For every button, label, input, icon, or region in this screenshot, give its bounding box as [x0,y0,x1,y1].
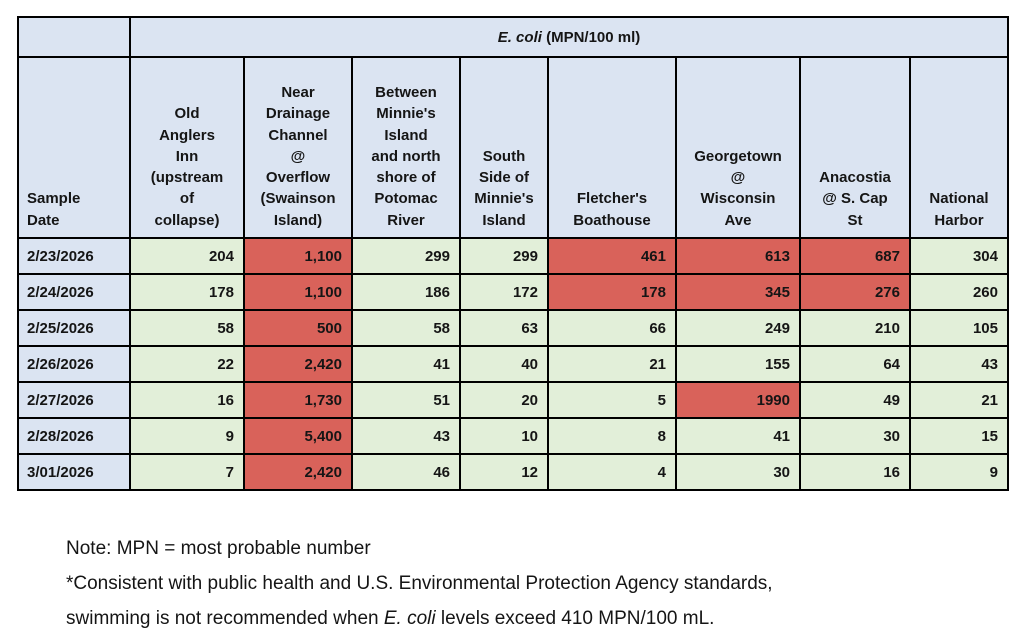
table-row: 2/26/2026 22 2,420 41 40 21 155 64 43 [17,345,1009,383]
unit-header-row: E. coli (MPN/100 ml) [17,16,1009,58]
footnote-line-1: Note: MPN = most probable number [66,538,371,559]
value-cell: 64 [799,345,911,383]
value-cell-exceedance: 687 [799,237,911,275]
value-cell-exceedance: 1,730 [243,381,353,419]
value-cell-exceedance: 2,420 [243,345,353,383]
value-cell-exceedance: 613 [675,237,801,275]
value-cell: 43 [351,417,461,455]
sample-date-cell: 2/25/2026 [17,309,131,347]
unit-header-units: (MPN/100 ml) [541,28,641,46]
value-cell: 21 [547,345,677,383]
value-cell: 43 [909,345,1009,383]
value-cell-exceedance: 5,400 [243,417,353,455]
table-row: 2/27/2026 16 1,730 51 20 5 1990 49 21 [17,381,1009,419]
value-cell: 12 [459,453,549,491]
value-cell: 210 [799,309,911,347]
footnote-line-3: swimming is not recommended when E. coli… [66,601,773,635]
value-cell: 299 [459,237,549,275]
value-cell: 58 [129,309,245,347]
table-row: 2/25/2026 58 500 58 63 66 249 210 105 [17,309,1009,347]
value-cell: 5 [547,381,677,419]
footnote-line-3-prefix: swimming is not recommended when [66,608,384,629]
footnotes: Note: MPN = most probable number *Consis… [66,531,773,635]
value-cell: 30 [799,417,911,455]
value-cell-exceedance: 2,420 [243,453,353,491]
value-cell: 51 [351,381,461,419]
location-header-6: Anacostia @ S. Cap St [799,56,911,239]
sample-date-cell: 2/28/2026 [17,417,131,455]
sample-date-header: Sample Date [17,56,131,239]
value-cell: 41 [351,345,461,383]
corner-empty-cell [17,16,131,58]
value-cell-exceedance: 1,100 [243,273,353,311]
value-cell: 4 [547,453,677,491]
footnote-line-3-suffix: levels exceed 410 MPN/100 mL. [435,608,715,629]
unit-header-cell: E. coli (MPN/100 ml) [129,16,1009,58]
table-row: 3/01/2026 7 2,420 46 12 4 30 16 9 [17,453,1009,491]
value-cell: 10 [459,417,549,455]
location-header-5: Georgetown @ Wisconsin Ave [675,56,801,239]
location-header-4: Fletcher's Boathouse [547,56,677,239]
value-cell-exceedance: 500 [243,309,353,347]
value-cell: 22 [129,345,245,383]
value-cell: 304 [909,237,1009,275]
value-cell: 172 [459,273,549,311]
value-cell: 49 [799,381,911,419]
footnote-line-3-species: E. coli [383,608,436,629]
value-cell: 105 [909,309,1009,347]
value-cell: 9 [909,453,1009,491]
value-cell: 30 [675,453,801,491]
location-header-3: South Side of Minnie's Island [459,56,549,239]
value-cell-exceedance: 1990 [675,381,801,419]
table-row: 2/24/2026 178 1,100 186 172 178 345 276 260 [17,273,1009,311]
value-cell: 16 [799,453,911,491]
value-cell: 7 [129,453,245,491]
value-cell-exceedance: 1,100 [243,237,353,275]
value-cell: 63 [459,309,549,347]
value-cell-exceedance: 461 [547,237,677,275]
value-cell: 204 [129,237,245,275]
ecoli-table: E. coli (MPN/100 ml) Sample Date Old Ang… [17,16,1009,491]
value-cell: 58 [351,309,461,347]
footnote-line-2: *Consistent with public health and U.S. … [66,573,773,594]
sample-date-cell: 2/23/2026 [17,237,131,275]
value-cell: 8 [547,417,677,455]
value-cell: 15 [909,417,1009,455]
location-header-2: Between Minnie's Island and north shore … [351,56,461,239]
value-cell: 16 [129,381,245,419]
sample-date-cell: 2/24/2026 [17,273,131,311]
value-cell: 155 [675,345,801,383]
table-row: 2/23/2026 204 1,100 299 299 461 613 687 304 [17,237,1009,275]
value-cell: 186 [351,273,461,311]
value-cell: 21 [909,381,1009,419]
location-header-1: Near Drainage Channel @ Overflow (Swains… [243,56,353,239]
value-cell: 46 [351,453,461,491]
value-cell: 66 [547,309,677,347]
value-cell-exceedance: 345 [675,273,801,311]
value-cell: 249 [675,309,801,347]
value-cell: 260 [909,273,1009,311]
table-row: 2/28/2026 9 5,400 43 10 8 41 30 15 [17,417,1009,455]
value-cell: 41 [675,417,801,455]
sample-date-cell: 2/27/2026 [17,381,131,419]
column-header-row: Sample Date Old Anglers Inn (upstream of… [17,56,1009,239]
value-cell-exceedance: 276 [799,273,911,311]
location-header-0: Old Anglers Inn (upstream of collapse) [129,56,245,239]
sample-date-cell: 2/26/2026 [17,345,131,383]
value-cell: 40 [459,345,549,383]
location-header-7: National Harbor [909,56,1009,239]
value-cell-exceedance: 178 [547,273,677,311]
value-cell: 178 [129,273,245,311]
table-body: 2/23/2026 204 1,100 299 299 461 613 687 304 2/24/… [17,237,1009,491]
sample-date-cell: 3/01/2026 [17,453,131,491]
value-cell: 9 [129,417,245,455]
value-cell: 299 [351,237,461,275]
value-cell: 20 [459,381,549,419]
unit-header-species: E. coli [497,28,542,46]
